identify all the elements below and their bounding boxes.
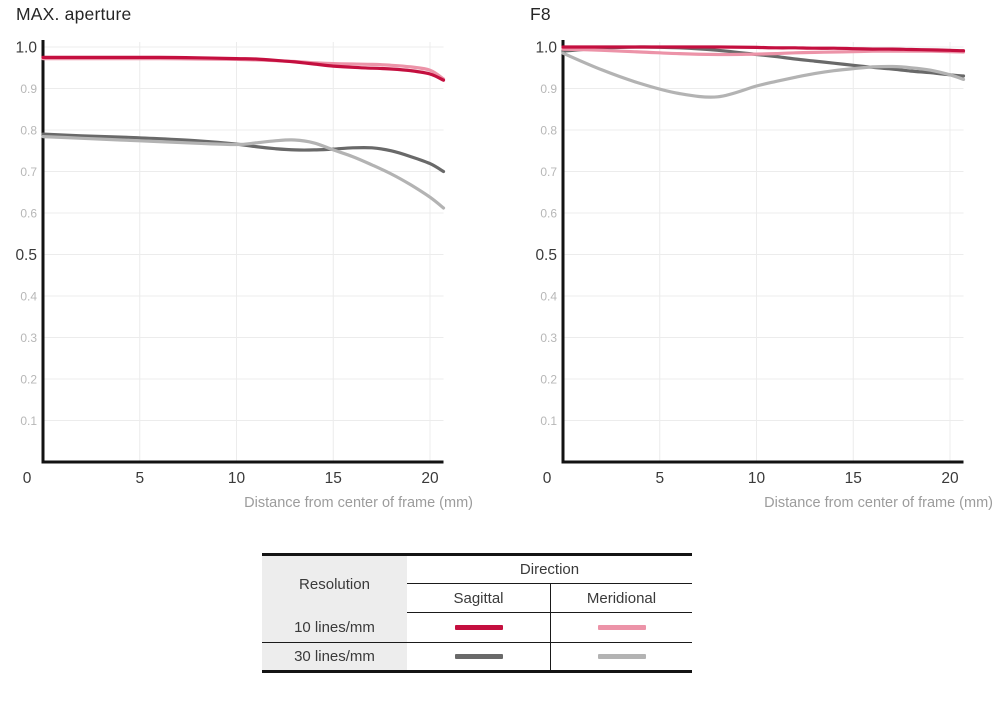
legend-row-30lines-label: 30 lines/mm (262, 643, 407, 670)
y-tick-label-minor: 0.8 (20, 124, 37, 138)
x-tick-label: 15 (845, 470, 862, 487)
legend-cell (407, 613, 550, 643)
curve-30-lines-mm-sagittal (41, 132, 446, 174)
y-tick-label-minor: 0.1 (20, 414, 37, 428)
legend-sagittal-header: Sagittal (407, 584, 550, 613)
mtf-plot-max-aperture: 0 5 10 15 20 1.0 0.5 0.9 0.8 0.7 0.6 0.4 0.3 0.2 0.1 (15, 40, 446, 487)
y-tick-label-major: 1.0 (535, 40, 557, 57)
x-tick-label: 0 (23, 470, 32, 487)
chart-title-max-aperture: MAX. aperture (16, 4, 132, 24)
y-tick-label-major: 0.5 (15, 247, 37, 264)
legend-resolution-header: Resolution (262, 556, 407, 613)
legend-cell (550, 613, 692, 643)
x-axis-caption: Distance from center of frame (mm) (764, 495, 993, 511)
y-tick-label-major: 0.5 (535, 247, 557, 264)
x-axis-caption: Distance from center of frame (mm) (244, 495, 473, 511)
x-tick-label: 0 (543, 470, 552, 487)
curve-30-lines-mm-meridional (41, 135, 446, 210)
x-tick-label: 5 (135, 470, 144, 487)
y-tick-label-minor: 0.7 (540, 165, 557, 179)
y-tick-label-minor: 0.2 (540, 373, 557, 387)
y-tick-label-minor: 0.9 (20, 82, 37, 96)
x-tick-label: 15 (325, 470, 342, 487)
y-tick-label-minor: 0.6 (20, 207, 37, 221)
y-tick-label-major: 1.0 (15, 40, 37, 57)
x-tick-label: 20 (941, 470, 959, 487)
x-tick-label: 20 (421, 470, 439, 487)
x-tick-label: 5 (655, 470, 664, 487)
y-tick-label-minor: 0.6 (540, 207, 557, 221)
legend-direction-header: Direction (407, 556, 692, 584)
swatch-10lines-sagittal (454, 625, 503, 630)
y-tick-label-minor: 0.4 (20, 290, 37, 304)
swatch-10lines-meridional (597, 625, 646, 630)
x-tick-label: 10 (748, 470, 766, 487)
curve-10-lines-mm-sagittal (41, 55, 446, 82)
x-tick-label: 10 (228, 470, 246, 487)
chart-title-f8: F8 (530, 4, 551, 24)
legend-meridional-header: Meridional (550, 584, 692, 613)
legend-row-10lines-label: 10 lines/mm (262, 613, 407, 643)
y-tick-label-minor: 0.7 (20, 165, 37, 179)
y-tick-label-minor: 0.9 (540, 82, 557, 96)
swatch-30lines-meridional (597, 654, 646, 659)
legend-table: Resolution Direction Sagittal Meridional… (262, 553, 692, 673)
curve-10-lines-mm-sagittal (561, 45, 966, 53)
legend-cell (407, 643, 550, 670)
mtf-plot-f8: 0 5 10 15 20 1.0 0.5 0.9 0.8 0.7 0.6 0.4 0.3 0.2 0.1 (535, 40, 966, 487)
y-tick-label-minor: 0.4 (540, 290, 557, 304)
chart-f8: F8 0 5 10 15 20 1.0 0.5 0.9 0.8 0.7 0.6 0.4 0.3 0.2 0.… (520, 0, 1000, 540)
curve-30-lines-mm-meridional (561, 51, 966, 99)
legend-cell (550, 643, 692, 670)
y-tick-label-minor: 0.2 (20, 373, 37, 387)
y-tick-label-minor: 0.3 (540, 331, 557, 345)
swatch-30lines-sagittal (454, 654, 503, 659)
y-tick-label-minor: 0.3 (20, 331, 37, 345)
y-tick-label-minor: 0.8 (540, 124, 557, 138)
y-tick-label-minor: 0.1 (540, 414, 557, 428)
chart-max-aperture: MAX. aperture 0 5 10 15 20 1.0 0.5 0.9 0.8 0.7 0.6… (0, 0, 500, 540)
